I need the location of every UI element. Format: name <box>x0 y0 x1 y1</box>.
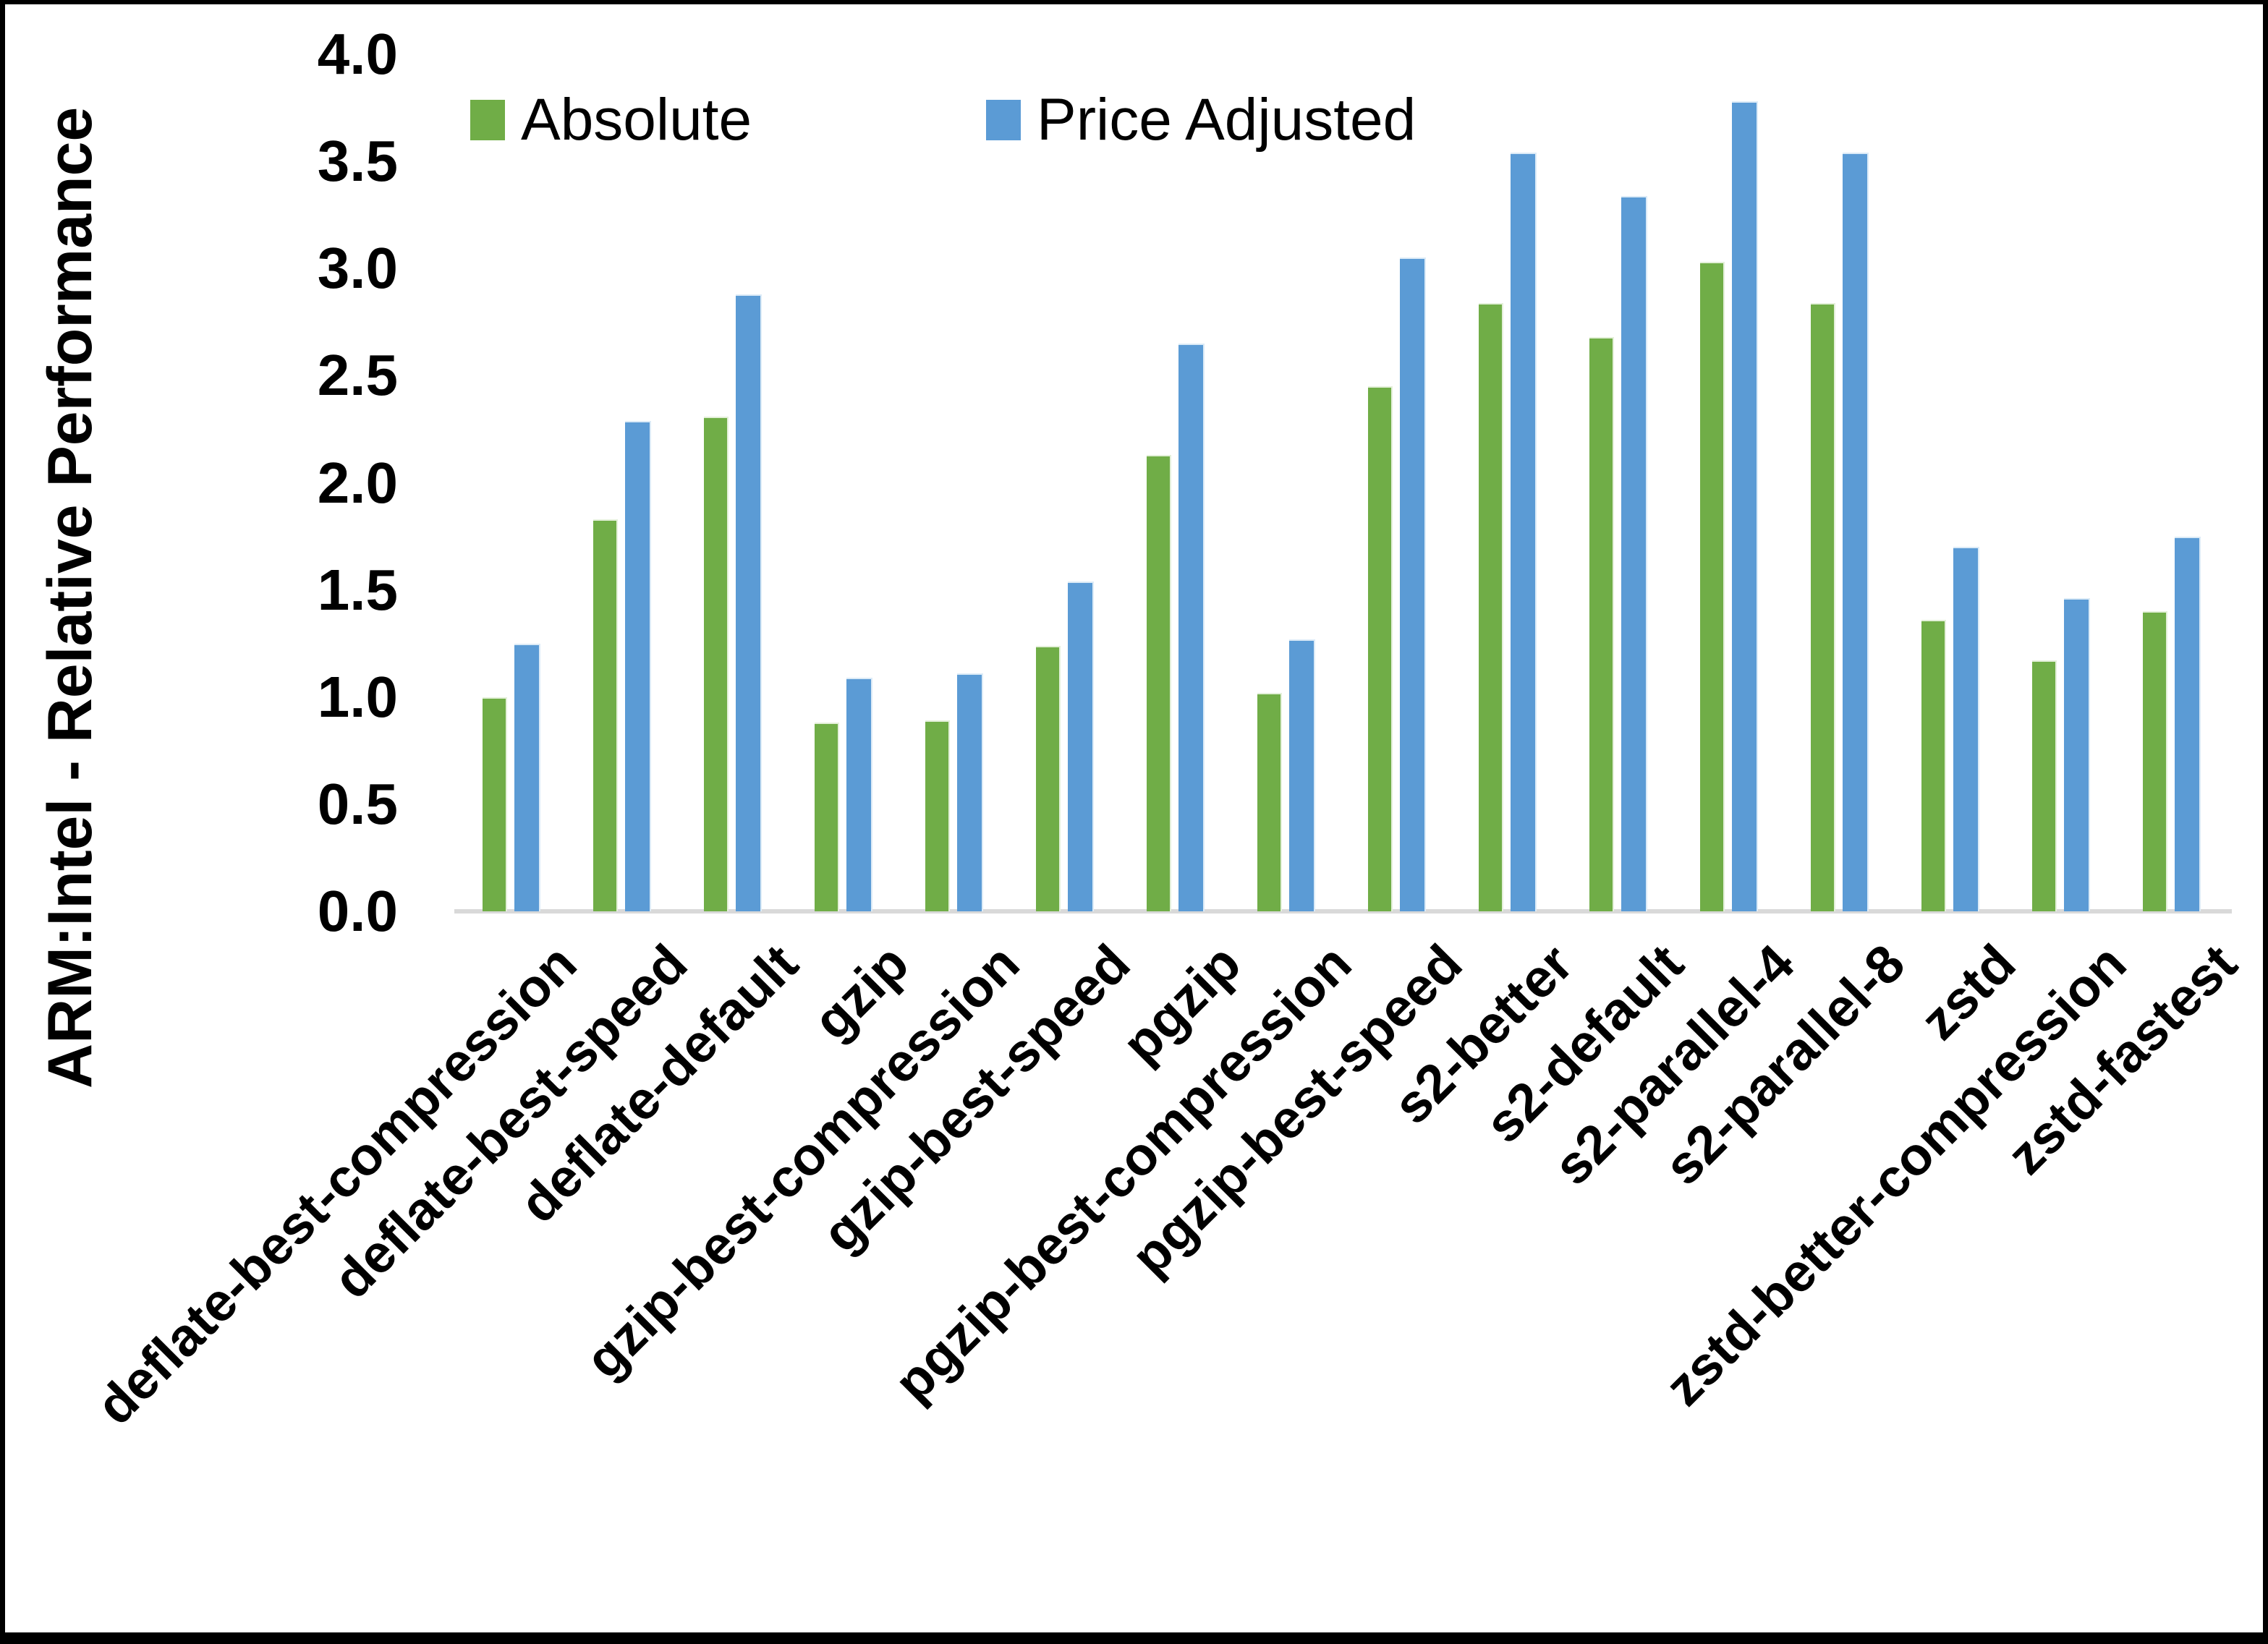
legend-swatch-absolute <box>470 100 505 140</box>
bar-absolute <box>2143 611 2167 911</box>
legend-label-absolute: Absolute <box>521 87 752 153</box>
bar-absolute <box>1921 620 1946 911</box>
bar-price-adjusted <box>846 678 872 911</box>
y-tick-label: 4.0 <box>317 22 398 86</box>
y-tick-label: 2.0 <box>317 450 398 515</box>
y-tick-label: 2.5 <box>317 343 398 408</box>
bar-absolute <box>1479 303 1503 911</box>
bar-absolute <box>1257 693 1282 911</box>
bar-price-adjusted <box>1178 344 1205 911</box>
bar-price-adjusted <box>514 644 540 911</box>
bar-price-adjusted <box>1400 257 1426 911</box>
bar-absolute <box>704 417 729 911</box>
bar-absolute <box>1036 646 1061 911</box>
bar-price-adjusted <box>1068 582 1094 911</box>
legend-swatch-price-adjusted <box>986 100 1021 140</box>
frame-border-left <box>0 0 5 1644</box>
bar-absolute <box>1811 303 1835 911</box>
y-tick-label: 1.0 <box>317 664 398 729</box>
bar-absolute <box>2032 660 2057 911</box>
bar-price-adjusted <box>1843 153 1869 911</box>
y-tick-label: 3.5 <box>317 129 398 194</box>
legend-item-price-adjusted: Price Adjusted <box>986 87 1417 153</box>
bar-price-adjusted <box>625 421 651 911</box>
bar-absolute <box>483 697 507 911</box>
x-axis-line <box>454 909 2232 913</box>
frame-border-top <box>0 0 2268 4</box>
bar-price-adjusted <box>1289 639 1315 911</box>
bar-absolute <box>1368 386 1393 911</box>
bar-price-adjusted <box>736 294 762 911</box>
y-axis-title: ARM:Intel - Relative Performance <box>35 106 105 1089</box>
bar-absolute <box>1147 455 1171 911</box>
bar-price-adjusted <box>2175 537 2201 911</box>
bar-price-adjusted <box>1732 101 1758 911</box>
bar-price-adjusted <box>2064 598 2090 911</box>
bar-absolute <box>1589 337 1614 911</box>
legend-item-absolute: Absolute <box>470 87 752 153</box>
bar-price-adjusted <box>1621 196 1647 911</box>
bar-absolute <box>815 723 839 911</box>
bar-price-adjusted <box>1953 547 1979 911</box>
y-tick-label: 1.5 <box>317 557 398 622</box>
frame-border-right <box>2263 0 2268 1644</box>
bar-price-adjusted <box>1511 153 1537 911</box>
bar-absolute <box>593 519 618 911</box>
bar-absolute <box>1700 262 1725 911</box>
y-tick-label: 0.0 <box>317 879 398 943</box>
y-tick-label: 0.5 <box>317 771 398 836</box>
legend-label-price-adjusted: Price Adjusted <box>1037 87 1417 153</box>
bar-price-adjusted <box>957 673 983 911</box>
bar-absolute <box>925 720 950 911</box>
y-tick-label: 3.0 <box>317 236 398 301</box>
frame-border-bottom <box>0 1632 2268 1644</box>
